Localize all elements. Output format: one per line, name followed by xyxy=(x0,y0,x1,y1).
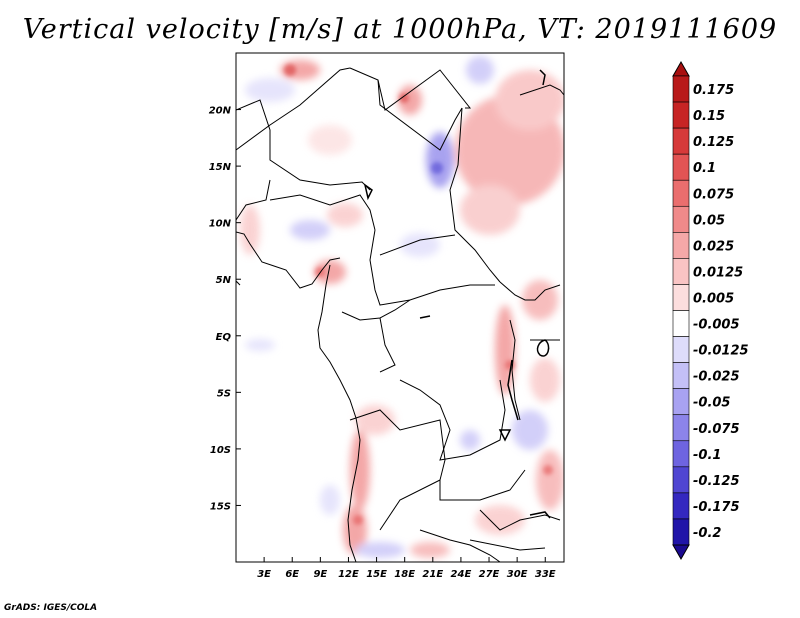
colorbar-label: 0.0125 xyxy=(693,265,743,280)
colorbar-swatch xyxy=(672,336,690,363)
lon-tick-label: 27E xyxy=(479,569,500,580)
velocity-field xyxy=(240,56,564,558)
colorbar-label: 0.125 xyxy=(693,135,734,150)
lakes xyxy=(363,69,551,519)
lat-tick-label: 5S xyxy=(217,388,231,399)
colorbar-label: -0.1 xyxy=(693,448,721,463)
colorbar-swatch xyxy=(672,440,690,468)
colorbar-swatch xyxy=(672,75,690,103)
colorbar-label: -0.025 xyxy=(693,370,740,385)
colorbar-swatch xyxy=(672,205,690,233)
colorbar-swatch xyxy=(672,101,690,129)
colorbar-swatch xyxy=(672,492,690,520)
plot-frame xyxy=(235,52,565,563)
colorbar-label: 0.025 xyxy=(693,239,734,254)
lon-tick-label: 15E xyxy=(366,569,387,580)
colorbar-swatch xyxy=(672,127,690,155)
country-borders xyxy=(236,67,564,562)
colorbar-swatch xyxy=(672,310,690,337)
colorbar-bottom-cap xyxy=(672,544,690,561)
map-title: Vertical velocity [m/s] at 1000hPa, VT: … xyxy=(22,14,778,45)
colorbar-label: 0.175 xyxy=(693,83,734,98)
colorbar-swatch xyxy=(672,153,690,181)
colorbar-top-cap xyxy=(672,60,690,77)
colorbar-swatch xyxy=(672,518,690,546)
colorbar-label: -0.0125 xyxy=(693,344,749,359)
colorbar-label: 0.15 xyxy=(693,109,725,124)
lon-tick-label: 3E xyxy=(257,569,271,580)
colorbar-swatch xyxy=(672,284,690,311)
colorbar-label: 0.05 xyxy=(693,213,725,228)
lon-tick-label: 18E xyxy=(394,569,415,580)
colorbar-swatch xyxy=(672,388,690,416)
lon-tick-label: 24E xyxy=(451,569,472,580)
colorbar-label: -0.05 xyxy=(693,396,730,411)
colorbar: 0.175 0.15 0.125 0.1 0.075 0.05 0.025 0.0125 0.0… xyxy=(672,60,749,561)
lon-tick-label: 9E xyxy=(313,569,327,580)
lon-tick-label: 33E xyxy=(535,569,556,580)
colorbar-swatch xyxy=(672,466,690,494)
lat-tick-label: 10N xyxy=(209,219,232,230)
colorbar-label: -0.175 xyxy=(693,500,740,515)
colorbar-label: -0.075 xyxy=(693,422,740,437)
lat-tick-label: 10S xyxy=(210,445,231,456)
footer-credit: GrADS: IGES/COLA xyxy=(4,603,98,613)
colorbar-label: -0.005 xyxy=(693,318,740,333)
colorbar-label: 0.1 xyxy=(693,161,716,176)
colorbar-label: 0.005 xyxy=(693,291,734,306)
colorbar-swatch xyxy=(672,362,690,389)
lon-tick-label: 12E xyxy=(338,569,359,580)
colorbar-label: -0.125 xyxy=(693,474,740,489)
colorbar-label: 0.075 xyxy=(693,187,734,202)
colorbar-swatch xyxy=(672,179,690,207)
colorbar-swatch xyxy=(672,232,690,259)
lat-tick-label: 15N xyxy=(209,162,232,173)
lon-tick-label: 6E xyxy=(285,569,299,580)
colorbar-label: -0.2 xyxy=(693,526,721,541)
colorbar-swatch xyxy=(672,414,690,442)
lon-tick-label: 30E xyxy=(507,569,528,580)
lat-tick-label: 5N xyxy=(216,275,232,286)
lat-tick-label: EQ xyxy=(216,332,232,343)
latitude-axis: 20N 15N 10N 5N EQ 5S 10S 15S xyxy=(209,106,241,512)
colorbar-swatch xyxy=(672,258,690,285)
lat-tick-label: 15S xyxy=(210,501,231,512)
lon-tick-label: 21E xyxy=(422,569,443,580)
longitude-axis: 3E 6E 9E 12E 15E 18E 21E 24E 27E 30E 33E xyxy=(257,557,556,580)
lat-tick-label: 20N xyxy=(209,106,232,117)
